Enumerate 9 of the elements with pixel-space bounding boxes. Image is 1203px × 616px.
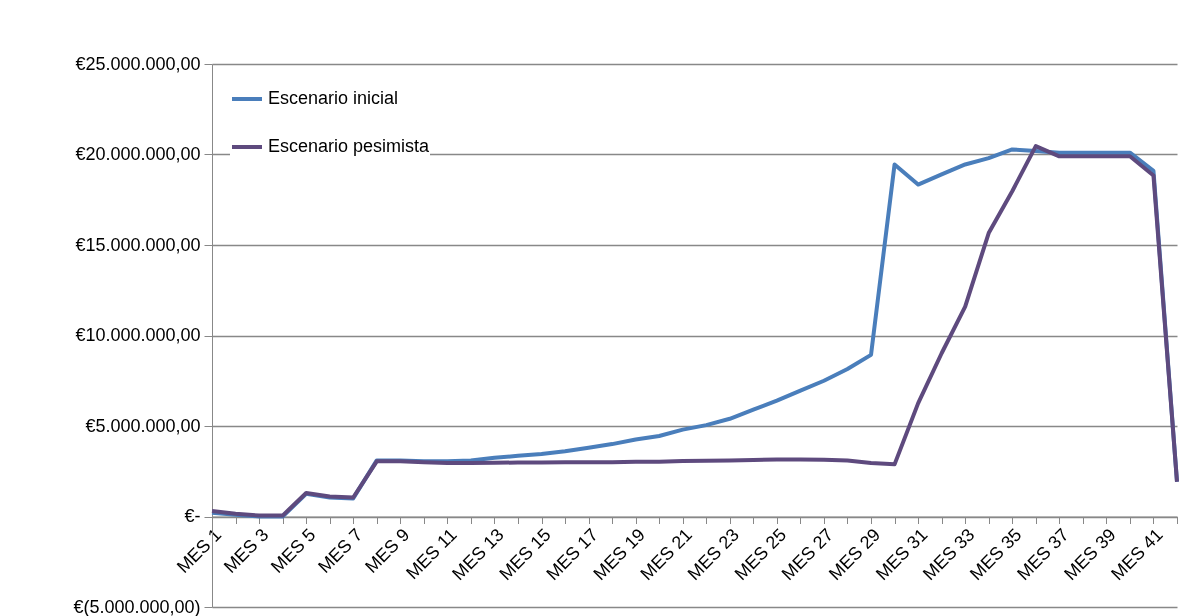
y-tick-label: €25.000.000,00 [75, 53, 201, 74]
y-tick-label: €15.000.000,00 [75, 234, 201, 255]
y-tick-label: €(5.000.000,00) [73, 596, 201, 616]
y-tick-label: €10.000.000,00 [75, 325, 201, 345]
legend-label: Escenario pesimista [268, 136, 431, 156]
legend-label: Escenario inicial [268, 88, 399, 108]
y-tick-label: €20.000.000,00 [75, 144, 201, 164]
y-tick-label: €5.000.000,00 [85, 415, 201, 436]
y-tick-label: €- [184, 506, 201, 526]
